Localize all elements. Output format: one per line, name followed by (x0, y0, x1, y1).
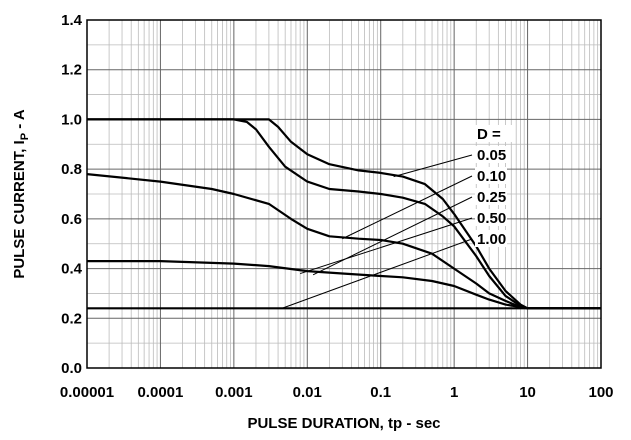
duty-label-backgrounds (475, 125, 513, 247)
x-tick-label: 10 (519, 384, 536, 401)
y-axis-title-main: PULSE CURRENT, I (11, 140, 28, 278)
x-tick-label: 100 (588, 384, 613, 401)
y-tick-label: 0.8 (61, 161, 82, 178)
duty-label-bg-0.05 (475, 146, 507, 163)
y-tick-label: 0.4 (61, 261, 83, 278)
tick-labels: 0.00001 0.0001 0.001 0.01 0.1 1 10 100 0.0 0.2 0.4… (60, 12, 614, 401)
duty-label-bg-0.10 (475, 167, 507, 184)
series-line-d-0.05 (87, 118, 601, 310)
duty-cycle-header: D = (477, 126, 501, 143)
duty-label-bg-0.25 (475, 188, 507, 205)
leader-line-d-0.25 (312, 196, 473, 276)
x-tick-label: 0.00001 (60, 384, 114, 401)
duty-header-bg (475, 125, 513, 142)
series-line-d-0.10 (87, 118, 601, 310)
duty-labels: 0.05 0.10 0.25 0.50 1.00 (477, 147, 506, 248)
duty-label-bg-1.00 (475, 230, 507, 247)
y-tick-label: 1.0 (61, 111, 82, 128)
x-tick-label: 0.0001 (137, 384, 183, 401)
duty-label-0.10: 0.10 (477, 168, 506, 185)
duty-label-bg-0.50 (475, 209, 507, 226)
plot-frame (86, 19, 602, 369)
duty-label-0.25: 0.25 (477, 189, 506, 206)
duty-label-0.50: 0.50 (477, 210, 506, 227)
duty-label-0.05: 0.05 (477, 147, 506, 164)
leader-line-d-1.00 (281, 238, 473, 309)
series-curves (86, 118, 601, 310)
x-tick-label: 0.001 (215, 384, 253, 401)
y-axis-title-subscript: P (19, 133, 31, 140)
x-tick-label: 1 (450, 384, 458, 401)
x-tick-label: 0.01 (293, 384, 322, 401)
leader-line-d-0.10 (342, 175, 473, 240)
y-tick-label: 0.0 (61, 360, 82, 377)
duty-leader-lines (281, 154, 473, 309)
y-tick-label: 1.2 (61, 62, 82, 79)
series-line-d-0.25 (86, 173, 601, 310)
series-line-d-0.50 (87, 260, 601, 310)
y-tick-label: 0.2 (61, 310, 82, 327)
y-axis-title: PULSE CURRENT, IP - A (11, 109, 31, 278)
y-axis-title-unit: - A (11, 109, 28, 133)
leader-line-d-0.05 (393, 154, 473, 178)
y-tick-label: 1.4 (61, 12, 83, 29)
duty-label-1.00: 1.00 (477, 231, 506, 248)
x-tick-label: 0.1 (370, 384, 391, 401)
leader-line-d-0.50 (300, 217, 473, 275)
y-tick-label: 0.6 (61, 211, 82, 228)
minor-gridlines (87, 20, 601, 368)
x-axis-title: PULSE DURATION, tp - sec (247, 415, 440, 432)
